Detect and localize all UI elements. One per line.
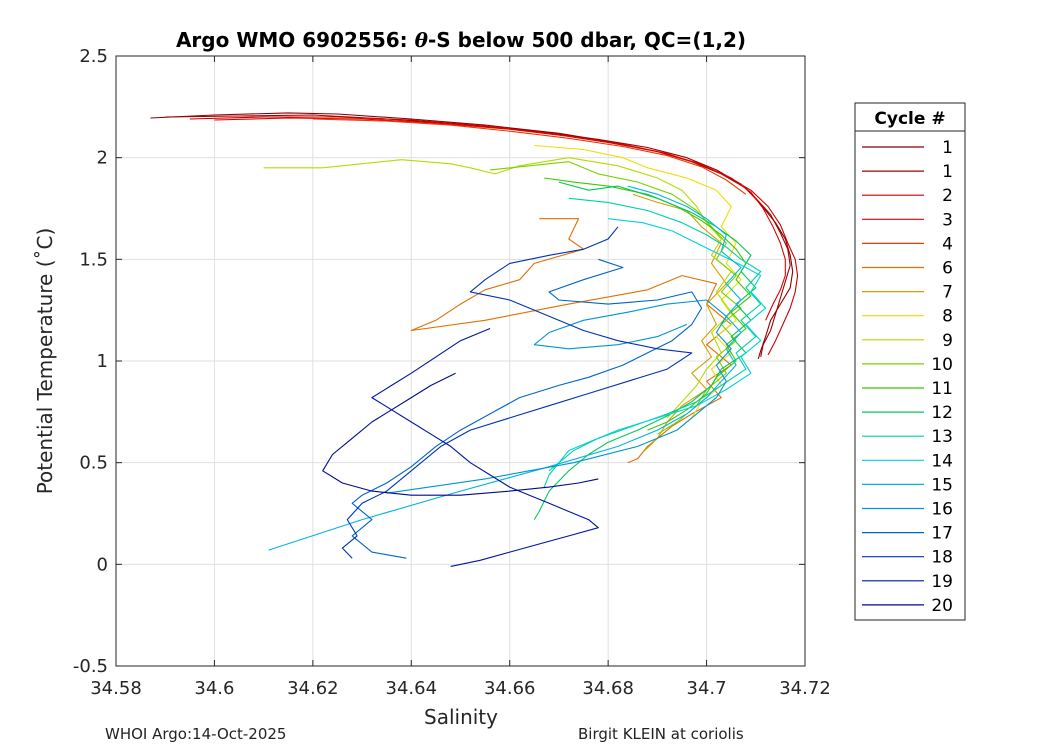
chart-title: Argo WMO 6902556: θ-S below 500 dbar, QC… <box>176 28 746 52</box>
series-line-cycle-19-18 <box>371 327 599 567</box>
legend-label: 14 <box>931 451 953 471</box>
legend-label: 9 <box>942 331 953 351</box>
y-tick-label: 1 <box>97 351 108 372</box>
series-line-cycle-16-15 <box>386 299 732 494</box>
legend-label: 17 <box>931 524 953 544</box>
series-line-cycle-15-14 <box>268 185 742 551</box>
x-tick-label: 34.64 <box>386 678 438 699</box>
legend-title: Cycle # <box>874 109 945 129</box>
series-line-cycle-3-3 <box>214 117 786 321</box>
series-line-cycle-18-17 <box>341 226 693 559</box>
legend-label: 3 <box>942 210 953 230</box>
legend-label: 11 <box>931 379 953 399</box>
legend-label: 1 <box>942 162 953 182</box>
series-line-cycle-12-11 <box>533 181 757 520</box>
series-line-cycle-10-9 <box>489 161 742 435</box>
y-tick-label: -0.5 <box>73 656 108 677</box>
x-tick-label: 34.6 <box>194 678 234 699</box>
y-tick-label: 2.5 <box>79 46 108 67</box>
y-tick-label: 1.5 <box>79 249 108 270</box>
legend-label: 19 <box>931 572 953 592</box>
legend-label: 13 <box>931 427 953 447</box>
series-line-cycle-17-16 <box>351 258 703 559</box>
series-line-cycle-1-1 <box>165 114 791 358</box>
footer-left: WHOI Argo:14-Oct-2025 <box>105 725 287 743</box>
x-tick-label: 34.68 <box>582 678 634 699</box>
legend-label: 1 <box>942 138 953 158</box>
legend-label: 2 <box>942 186 953 206</box>
series-line-cycle-9-8 <box>263 157 732 419</box>
legend-label: 16 <box>931 500 953 520</box>
y-axis-label: Potential Temperature (˚C) <box>33 228 57 495</box>
x-tick-label: 34.7 <box>687 678 727 699</box>
series-line-cycle-13-12 <box>543 197 762 488</box>
x-tick-label: 34.58 <box>90 678 142 699</box>
x-tick-label: 34.66 <box>484 678 536 699</box>
series-layer <box>150 112 799 567</box>
x-axis-label: Salinity <box>424 705 498 729</box>
y-tick-label: 0 <box>97 554 108 575</box>
legend-label: 18 <box>931 548 953 568</box>
series-line-cycle-4-4 <box>312 118 747 195</box>
legend-label: 7 <box>942 283 953 303</box>
title-suffix: -S below 500 dbar, QC=(1,2) <box>428 28 746 52</box>
legend-box <box>854 102 966 621</box>
legend-label: 20 <box>931 596 953 616</box>
legend-label: 6 <box>942 259 953 279</box>
legend-label: 15 <box>931 475 953 495</box>
title-prefix: Argo WMO 6902556: <box>176 28 415 52</box>
y-tick-label: 2 <box>97 148 108 169</box>
x-axis: 34.58 34.6 34.62 34.64 34.66 34.68 34.7 34.72 <box>90 56 831 699</box>
series-line-cycle-7-6 <box>632 193 727 453</box>
y-axis: -0.5 0 0.5 1 1.5 2 2.5 <box>73 46 805 677</box>
series-line-cycle-14-13 <box>548 218 767 472</box>
series-line-cycle-2-2 <box>189 116 799 356</box>
x-tick-label: 34.62 <box>287 678 339 699</box>
grid <box>115 55 806 667</box>
footer-right: Birgit KLEIN at coriolis <box>578 725 744 743</box>
title-theta-symbol: θ <box>415 28 429 52</box>
legend-label: 4 <box>942 234 953 254</box>
legend-label: 12 <box>931 403 953 423</box>
x-tick-label: 34.72 <box>779 678 831 699</box>
series-line-cycle-20-19 <box>322 372 599 496</box>
y-tick-label: 0.5 <box>79 453 108 474</box>
series-line-cycle-6-5 <box>410 218 732 464</box>
legend-label: 10 <box>931 355 953 375</box>
legend-label: 8 <box>942 307 953 327</box>
